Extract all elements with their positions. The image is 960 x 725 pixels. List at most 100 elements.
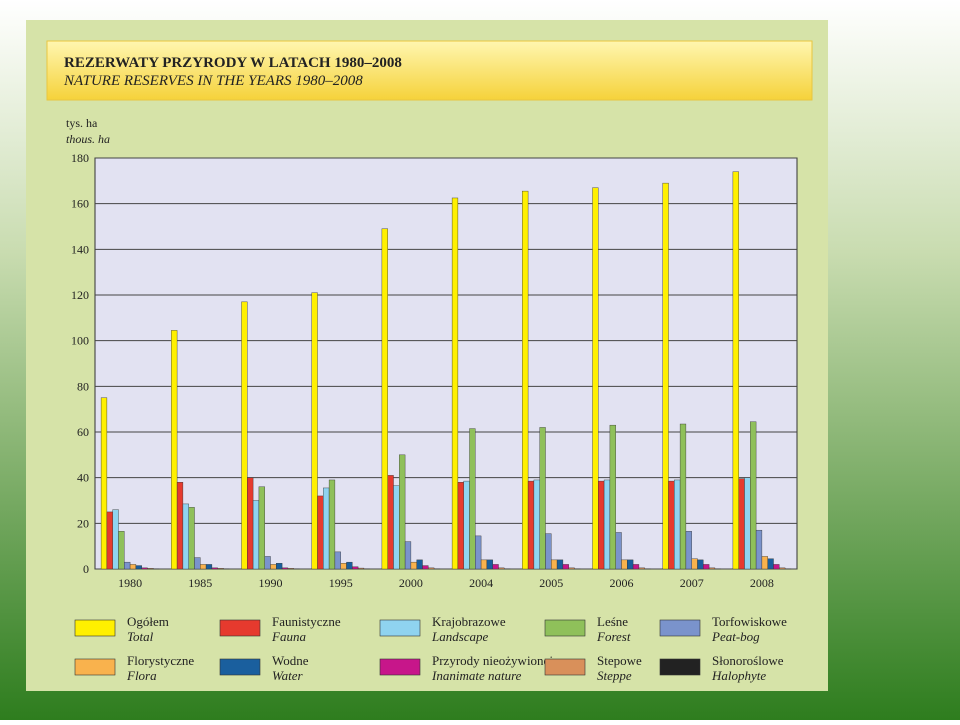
x-tick-label: 2005 xyxy=(539,576,563,590)
bar xyxy=(382,229,388,569)
legend-label: Leśne xyxy=(597,614,628,629)
y-tick-label: 60 xyxy=(77,425,89,439)
legend-swatch xyxy=(660,620,700,636)
bar xyxy=(481,560,487,569)
y-tick-label: 40 xyxy=(77,471,89,485)
bar xyxy=(206,564,212,569)
bar xyxy=(119,531,125,569)
bar xyxy=(522,191,528,569)
x-tick-label: 1985 xyxy=(188,576,212,590)
bar xyxy=(470,429,476,569)
bar xyxy=(475,536,481,569)
legend-label-en: Halophyte xyxy=(711,668,766,683)
y-tick-label: 140 xyxy=(71,242,89,256)
legend-label-en: Water xyxy=(272,668,304,683)
bar xyxy=(189,507,195,569)
bar xyxy=(148,568,154,569)
bar xyxy=(428,568,434,569)
legend-swatch xyxy=(75,620,115,636)
bar xyxy=(616,532,622,569)
bar xyxy=(335,552,341,569)
y-tick-label: 160 xyxy=(71,197,89,211)
bar xyxy=(692,559,698,569)
bar xyxy=(358,568,364,569)
chart-title: REZERWATY PRZYRODY W LATACH 1980–2008 xyxy=(64,55,402,71)
legend-swatch xyxy=(545,659,585,675)
bar xyxy=(200,564,206,569)
bar xyxy=(698,560,704,569)
bar xyxy=(493,564,499,569)
bar xyxy=(622,560,628,569)
bar xyxy=(686,531,692,569)
bar xyxy=(265,556,271,569)
bar xyxy=(569,568,575,569)
x-tick-label: 1995 xyxy=(329,576,353,590)
bar xyxy=(247,478,253,569)
bar xyxy=(774,564,780,569)
bar xyxy=(399,455,405,569)
legend-label-en: Steppe xyxy=(597,668,632,683)
bar xyxy=(329,480,335,569)
legend-label: Florystyczne xyxy=(127,653,194,668)
bar xyxy=(528,481,534,569)
y-tick-label: 20 xyxy=(77,516,89,530)
legend-swatch xyxy=(220,620,260,636)
bar xyxy=(259,487,265,569)
bar xyxy=(563,564,569,569)
bar xyxy=(745,478,751,569)
bar xyxy=(739,479,745,569)
legend-swatch xyxy=(545,620,585,636)
x-tick-label: 2007 xyxy=(680,576,704,590)
legend-swatch xyxy=(75,659,115,675)
bar xyxy=(130,564,136,569)
bar xyxy=(680,424,686,569)
legend-swatch xyxy=(660,659,700,675)
bar xyxy=(142,568,148,569)
bar xyxy=(282,568,288,569)
bar xyxy=(756,530,762,569)
chart-subtitle: NATURE RESERVES IN THE YEARS 1980–2008 xyxy=(63,73,363,89)
bar xyxy=(540,427,546,569)
bar xyxy=(598,481,604,569)
legend-label: Przyrody nieożywionej xyxy=(432,653,553,668)
bar xyxy=(171,330,177,569)
bar xyxy=(669,481,675,569)
bar xyxy=(212,568,218,569)
legend-label-en: Landscape xyxy=(431,629,489,644)
legend-label: Ogółem xyxy=(127,614,169,629)
bar xyxy=(709,568,715,569)
bar xyxy=(312,293,318,569)
bar xyxy=(136,566,142,569)
y-axis-label-en: thous. ha xyxy=(66,132,110,146)
bar xyxy=(271,564,277,569)
x-tick-label: 2006 xyxy=(610,576,634,590)
bar xyxy=(499,568,505,569)
bar xyxy=(347,562,353,569)
bar xyxy=(768,559,774,569)
bar xyxy=(534,480,540,569)
bar xyxy=(458,482,464,569)
bar xyxy=(411,562,417,569)
legend-label-en: Fauna xyxy=(271,629,306,644)
legend-label-en: Forest xyxy=(596,629,631,644)
bar xyxy=(177,482,183,569)
bar xyxy=(551,560,557,569)
legend-label-en: Total xyxy=(127,629,154,644)
bar xyxy=(352,567,358,569)
bar xyxy=(674,480,680,569)
bar xyxy=(593,188,599,569)
plot-area xyxy=(95,158,797,569)
bar xyxy=(318,496,324,569)
bar xyxy=(323,488,329,569)
bar xyxy=(417,560,423,569)
bar xyxy=(124,562,130,569)
y-axis-label: tys. ha xyxy=(66,116,98,130)
bar xyxy=(183,504,189,569)
bar xyxy=(487,560,493,569)
bar xyxy=(733,172,739,569)
legend-label-en: Inanimate nature xyxy=(431,668,522,683)
bar xyxy=(610,425,616,569)
bar xyxy=(633,564,639,569)
legend-swatch xyxy=(380,659,420,675)
legend-label: Krajobrazowe xyxy=(432,614,506,629)
